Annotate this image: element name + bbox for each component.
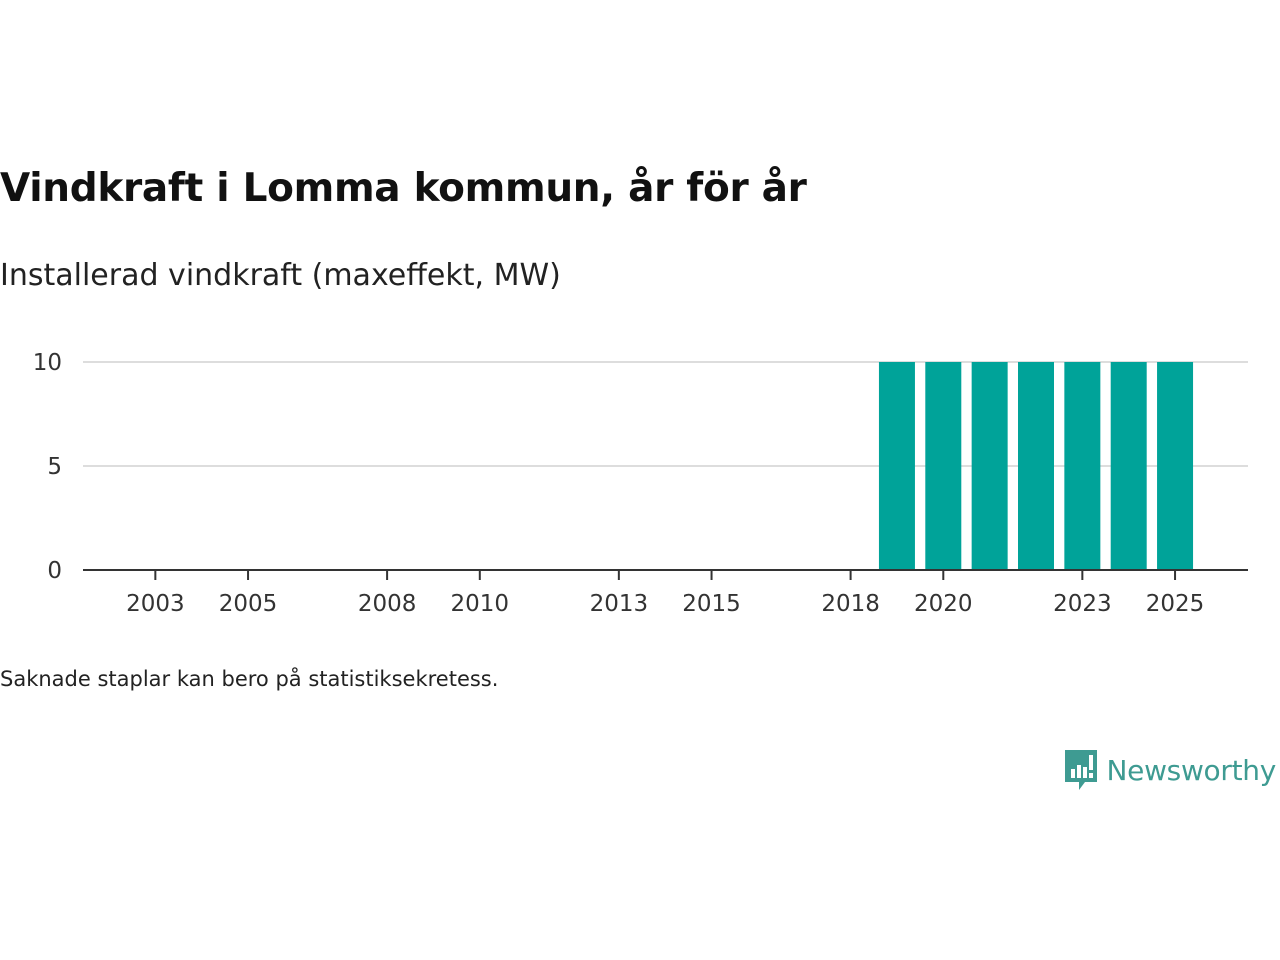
newsworthy-logo-icon [1064, 750, 1097, 790]
x-tick-label-2010: 2010 [451, 591, 510, 617]
x-tick-label-2005: 2005 [219, 591, 278, 617]
chart-subtitle: Installerad vindkraft (maxeffekt, MW) [0, 258, 561, 293]
x-tick-label-2015: 2015 [682, 591, 741, 617]
footnote: Saknade staplar kan bero på statistiksek… [0, 667, 499, 691]
y-tick-label-5: 5 [47, 454, 62, 480]
x-axis-labels: 2003 2005 2008 2010 2013 2015 2018 2020 2023 2025 [126, 591, 1204, 617]
bar-2020 [925, 362, 962, 570]
x-tick-label-2023: 2023 [1053, 591, 1112, 617]
x-tick-label-2018: 2018 [821, 591, 880, 617]
y-tick-label-0: 0 [47, 558, 62, 584]
brand-name: Newsworthy [1106, 753, 1277, 787]
bar-2023 [1064, 362, 1101, 570]
y-axis-labels: 0 5 10 [33, 350, 62, 584]
bar-series [878, 362, 1194, 570]
bar-2019 [878, 362, 915, 570]
chart-title: Vindkraft i Lomma kommun, år för år [0, 166, 807, 211]
x-axis [83, 569, 1248, 580]
x-tick-label-2025: 2025 [1146, 591, 1205, 617]
x-tick-label-2013: 2013 [590, 591, 649, 617]
bar-chart: 0 5 10 2003 2005 2008 2010 2013 2015 2018 2020 202… [33, 350, 1248, 617]
bar-2021 [971, 362, 1008, 570]
bar-2024 [1110, 362, 1147, 570]
bar-2025 [1157, 362, 1194, 570]
x-tick-label-2020: 2020 [914, 591, 973, 617]
bar-2022 [1018, 362, 1054, 570]
x-tick-label-2008: 2008 [358, 591, 417, 617]
y-tick-label-10: 10 [33, 350, 62, 376]
x-tick-label-2003: 2003 [126, 591, 185, 617]
brand-logo: Newsworthy [1063, 748, 1277, 792]
